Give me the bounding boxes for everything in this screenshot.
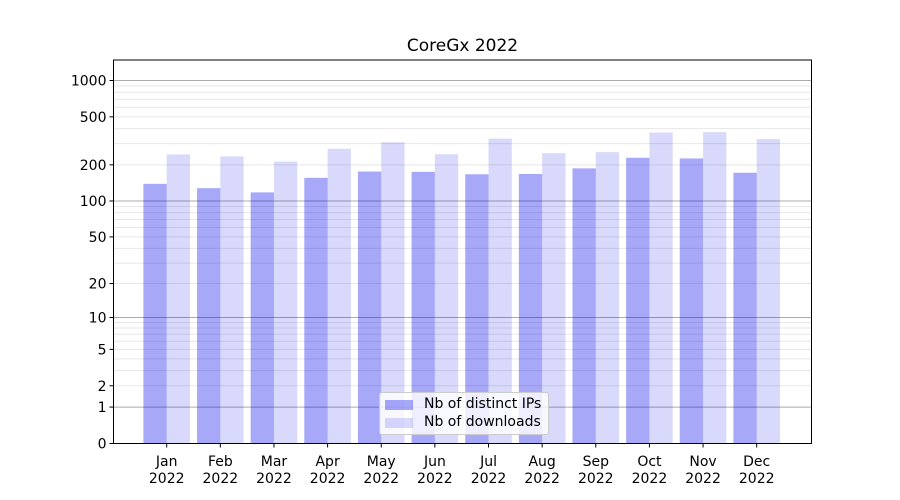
x-tick-label-month-feb: Feb: [208, 454, 233, 470]
bar-nb-of-downloads-sep: [595, 152, 620, 444]
x-tick-label-year-aug: 2022: [524, 471, 560, 487]
y-tick-label-0: 0: [98, 437, 107, 453]
x-tick-label-month-apr: Apr: [315, 454, 339, 470]
bar-nb-of-downloads-jun: [434, 154, 459, 444]
y-tick-label-1000: 1000: [71, 74, 107, 90]
bar-nb-of-downloads-apr: [327, 148, 351, 444]
y-tick-label-1: 1: [98, 400, 107, 416]
x-tick-label-year-jan: 2022: [149, 471, 185, 487]
x-tick-label-month-may: May: [367, 454, 396, 470]
x-tick-label-year-oct: 2022: [632, 471, 668, 487]
y-tick-label-20: 20: [89, 277, 107, 293]
x-tick-label-year-sep: 2022: [578, 471, 614, 487]
y-tick-label-500: 500: [80, 110, 107, 126]
bar-nb-of-distinct-ips-nov: [679, 158, 704, 444]
legend-swatch-distinct-ips: [385, 399, 413, 410]
bar-nb-of-downloads-dec: [756, 138, 780, 444]
bar-nb-of-distinct-ips-aug: [518, 173, 543, 444]
x-tick-label-month-mar: Mar: [261, 454, 288, 470]
y-tick-label-10: 10: [89, 311, 107, 327]
x-tick-label-month-oct: Oct: [637, 454, 662, 470]
y-tick-label-100: 100: [80, 194, 107, 210]
bar-nb-of-distinct-ips-apr: [304, 177, 328, 444]
bar-nb-of-downloads-nov: [703, 132, 727, 444]
x-tick-label-year-nov: 2022: [685, 471, 721, 487]
x-tick-label-year-feb: 2022: [203, 471, 239, 487]
bar-nb-of-distinct-ips-jan: [143, 183, 167, 444]
x-tick-label-year-apr: 2022: [310, 471, 346, 487]
x-tick-label-month-sep: Sep: [583, 454, 610, 470]
x-tick-label-year-may: 2022: [363, 471, 399, 487]
bar-nb-of-downloads-aug: [542, 153, 566, 444]
plot-border: [113, 59, 812, 444]
x-tick-label-month-nov: Nov: [689, 454, 716, 470]
x-tick-label-year-jul: 2022: [471, 471, 507, 487]
x-tick-label-month-jan: Jan: [155, 454, 178, 470]
bar-nb-of-downloads-feb: [220, 156, 244, 444]
bar-nb-of-distinct-ips-sep: [572, 168, 596, 444]
y-tick-label-200: 200: [80, 158, 107, 174]
y-tick-label-50: 50: [89, 230, 107, 246]
bar-nb-of-distinct-ips-oct: [626, 157, 650, 444]
bar-nb-of-downloads-may: [381, 142, 405, 444]
x-tick-label-year-mar: 2022: [256, 471, 292, 487]
bar-nb-of-downloads-mar: [273, 161, 298, 444]
bar-nb-of-distinct-ips-may: [357, 171, 382, 444]
x-tick-label-month-aug: Aug: [528, 454, 555, 470]
legend: Nb of distinct IPs Nb of downloads: [379, 392, 549, 435]
x-tick-label-month-dec: Dec: [743, 454, 770, 470]
bar-nb-of-downloads-oct: [649, 132, 673, 444]
bar-nb-of-distinct-ips-mar: [250, 192, 274, 444]
legend-label-downloads: Nb of downloads: [424, 414, 541, 430]
x-tick-label-month-jul: Jul: [479, 454, 497, 470]
bar-nb-of-distinct-ips-dec: [733, 172, 757, 444]
legend-item-distinct-ips: Nb of distinct IPs: [385, 397, 543, 412]
bar-nb-of-distinct-ips-jun: [411, 171, 435, 444]
x-tick-label-year-jun: 2022: [417, 471, 453, 487]
x-tick-label-month-jun: Jun: [423, 454, 446, 470]
y-tick-label-2: 2: [98, 379, 107, 395]
chart-title: CoreGx 2022: [406, 36, 519, 56]
bar-nb-of-distinct-ips-feb: [197, 188, 221, 444]
bar-nb-of-distinct-ips-jul: [465, 174, 489, 444]
legend-label-distinct-ips: Nb of distinct IPs: [424, 396, 542, 412]
legend-swatch-downloads: [385, 417, 413, 428]
bar-nb-of-downloads-jul: [488, 138, 512, 444]
y-tick-label-5: 5: [98, 342, 107, 358]
bar-nb-of-downloads-jan: [166, 154, 190, 444]
x-tick-label-year-dec: 2022: [739, 471, 775, 487]
legend-item-downloads: Nb of downloads: [385, 415, 543, 430]
